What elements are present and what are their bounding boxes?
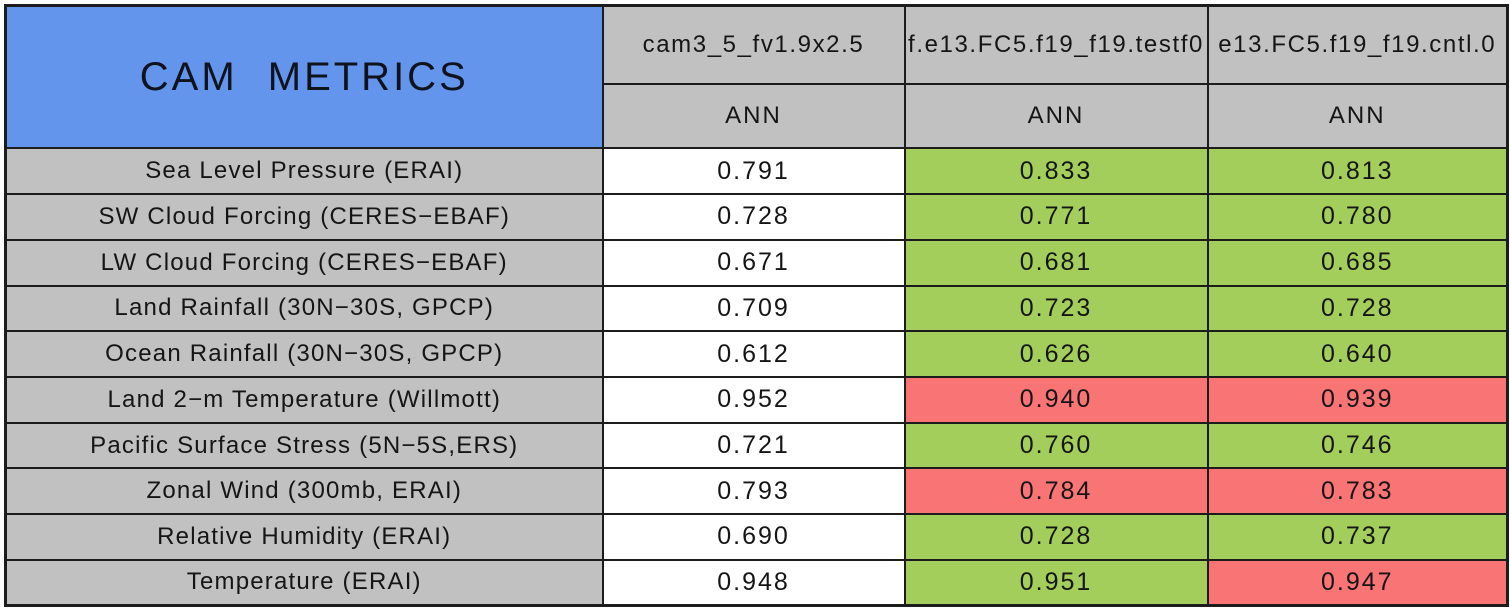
table-title-cell: CAM METRICS bbox=[4, 4, 604, 150]
season-label-3: ANN bbox=[1206, 82, 1509, 150]
model-name-cell-2: f.e13.FC5.f19_f19.testf0 bbox=[903, 4, 1209, 85]
season-label-1: ANN bbox=[601, 82, 906, 150]
table-row: Temperature (ERAI) 0.948 0.951 0.947 bbox=[4, 558, 1509, 607]
metric-value: 0.612 bbox=[601, 330, 906, 378]
table-row: Zonal Wind (300mb, ERAI) 0.793 0.784 0.7… bbox=[4, 467, 1509, 516]
metric-value: 0.746 bbox=[1206, 421, 1509, 470]
metric-value: 0.690 bbox=[601, 513, 906, 561]
table-row: Land 2−m Temperature (Willmott) 0.952 0.… bbox=[4, 375, 1509, 424]
model-name-3: e13.FC5.f19_f19.cntl.0 bbox=[1218, 30, 1497, 58]
metric-value: 0.940 bbox=[903, 375, 1209, 424]
metric-value: 0.948 bbox=[601, 558, 906, 607]
metric-value: 0.685 bbox=[1206, 238, 1509, 287]
table-row: Ocean Rainfall (30N−30S, GPCP) 0.612 0.6… bbox=[4, 330, 1509, 378]
table-row: Pacific Surface Stress (5N−5S,ERS) 0.721… bbox=[4, 421, 1509, 470]
metric-label: SW Cloud Forcing (CERES−EBAF) bbox=[4, 193, 604, 241]
table-row: LW Cloud Forcing (CERES−EBAF) 0.671 0.68… bbox=[4, 238, 1509, 287]
model-name-cell-1: cam3_5_fv1.9x2.5 bbox=[601, 4, 906, 85]
table-row: SW Cloud Forcing (CERES−EBAF) 0.728 0.77… bbox=[4, 193, 1509, 241]
metric-label: Sea Level Pressure (ERAI) bbox=[4, 147, 604, 196]
metric-value: 0.784 bbox=[903, 467, 1209, 516]
metric-label: Land Rainfall (30N−30S, GPCP) bbox=[4, 284, 604, 333]
table-row: Land Rainfall (30N−30S, GPCP) 0.709 0.72… bbox=[4, 284, 1509, 333]
model-name-2: f.e13.FC5.f19_f19.testf0 bbox=[908, 30, 1204, 58]
metric-label: Temperature (ERAI) bbox=[4, 558, 604, 607]
model-name-cell-3: e13.FC5.f19_f19.cntl.0 bbox=[1206, 4, 1509, 85]
table-row: Relative Humidity (ERAI) 0.690 0.728 0.7… bbox=[4, 513, 1509, 561]
metric-value: 0.793 bbox=[601, 467, 906, 516]
metric-value: 0.626 bbox=[903, 330, 1209, 378]
metric-value: 0.709 bbox=[601, 284, 906, 333]
cam-metrics-table: CAM METRICS cam3_5_fv1.9x2.5 f.e13.FC5.f… bbox=[4, 4, 1509, 607]
metric-value: 0.728 bbox=[601, 193, 906, 241]
metric-value: 0.671 bbox=[601, 238, 906, 287]
metric-value: 0.939 bbox=[1206, 375, 1509, 424]
metric-value: 0.952 bbox=[601, 375, 906, 424]
metric-value: 0.951 bbox=[903, 558, 1209, 607]
metric-value: 0.780 bbox=[1206, 193, 1509, 241]
metric-value: 0.728 bbox=[1206, 284, 1509, 333]
metric-label: Pacific Surface Stress (5N−5S,ERS) bbox=[4, 421, 604, 470]
metric-value: 0.728 bbox=[903, 513, 1209, 561]
metric-label: Relative Humidity (ERAI) bbox=[4, 513, 604, 561]
metric-value: 0.783 bbox=[1206, 467, 1509, 516]
table-title: CAM METRICS bbox=[139, 54, 469, 99]
model-header-row: CAM METRICS cam3_5_fv1.9x2.5 f.e13.FC5.f… bbox=[4, 4, 1509, 150]
metric-value: 0.833 bbox=[903, 147, 1209, 196]
metric-value: 0.791 bbox=[601, 147, 906, 196]
metric-label: Zonal Wind (300mb, ERAI) bbox=[4, 467, 604, 516]
season-header-row: ANN ANN ANN bbox=[6, 82, 1509, 150]
metric-value: 0.640 bbox=[1206, 330, 1509, 378]
season-label-2: ANN bbox=[903, 82, 1209, 150]
metric-value: 0.681 bbox=[903, 238, 1209, 287]
table-row: Sea Level Pressure (ERAI) 0.791 0.833 0.… bbox=[4, 147, 1509, 196]
metric-label: Land 2−m Temperature (Willmott) bbox=[4, 375, 604, 424]
model-name-1: cam3_5_fv1.9x2.5 bbox=[642, 30, 865, 58]
metric-value: 0.737 bbox=[1206, 513, 1509, 561]
metric-value: 0.760 bbox=[903, 421, 1209, 470]
metric-value: 0.947 bbox=[1206, 558, 1509, 607]
metric-value: 0.723 bbox=[903, 284, 1209, 333]
metric-value: 0.771 bbox=[903, 193, 1209, 241]
metric-value: 0.721 bbox=[601, 421, 906, 470]
metric-value: 0.813 bbox=[1206, 147, 1509, 196]
metric-label: Ocean Rainfall (30N−30S, GPCP) bbox=[4, 330, 604, 378]
metric-label: LW Cloud Forcing (CERES−EBAF) bbox=[4, 238, 604, 287]
